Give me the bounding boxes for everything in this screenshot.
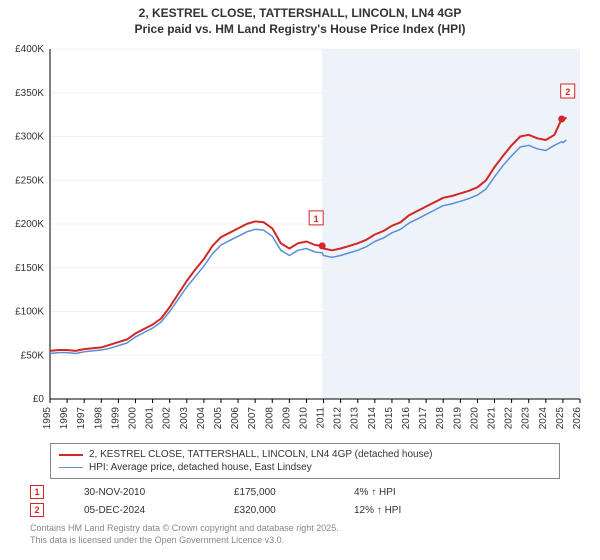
svg-text:2015: 2015: [384, 407, 395, 430]
svg-text:2006: 2006: [230, 407, 241, 430]
svg-text:2014: 2014: [367, 407, 378, 430]
chart-title: 2, KESTREL CLOSE, TATTERSHALL, LINCOLN, …: [0, 0, 600, 39]
transaction-price: £175,000: [234, 487, 314, 498]
legend: 2, KESTREL CLOSE, TATTERSHALL, LINCOLN, …: [50, 443, 560, 479]
svg-text:£250K: £250K: [15, 175, 44, 186]
svg-text:1997: 1997: [76, 407, 87, 430]
transaction-date: 30-NOV-2010: [84, 487, 194, 498]
svg-text:2026: 2026: [572, 407, 583, 430]
legend-row: 2, KESTREL CLOSE, TATTERSHALL, LINCOLN, …: [59, 448, 551, 461]
svg-text:2000: 2000: [127, 407, 138, 430]
line-chart: £0 £50K £100K £150K £200K £250K £300K £350K £400…: [0, 39, 600, 439]
svg-text:2025: 2025: [555, 407, 566, 430]
svg-text:£150K: £150K: [15, 263, 44, 274]
footer-line-1: Contains HM Land Registry data © Crown c…: [30, 523, 570, 535]
svg-text:2004: 2004: [196, 407, 207, 430]
svg-text:£200K: £200K: [15, 219, 44, 230]
svg-text:2017: 2017: [418, 407, 429, 430]
svg-text:2020: 2020: [469, 407, 480, 430]
svg-text:1998: 1998: [93, 407, 104, 430]
transaction-table: 1 30-NOV-2010 £175,000 4% ↑ HPI 2 05-DEC-2024…: [30, 483, 560, 519]
svg-text:2024: 2024: [538, 407, 549, 430]
svg-text:1999: 1999: [110, 407, 121, 430]
transaction-pct: 12% ↑ HPI: [354, 505, 401, 516]
transaction-date: 05-DEC-2024: [84, 505, 194, 516]
transaction-row: 1 30-NOV-2010 £175,000 4% ↑ HPI: [30, 483, 560, 501]
svg-text:£100K: £100K: [15, 307, 44, 318]
svg-text:2018: 2018: [435, 407, 446, 430]
svg-text:2008: 2008: [264, 407, 275, 430]
svg-text:£0: £0: [33, 394, 45, 405]
svg-text:2003: 2003: [179, 407, 190, 430]
svg-text:£400K: £400K: [15, 44, 44, 55]
svg-text:2012: 2012: [333, 407, 344, 430]
svg-text:1996: 1996: [59, 407, 70, 430]
title-line-1: 2, KESTREL CLOSE, TATTERSHALL, LINCOLN, …: [4, 6, 596, 22]
svg-text:2023: 2023: [521, 407, 532, 430]
svg-text:2021: 2021: [487, 407, 498, 430]
footer-text: Contains HM Land Registry data © Crown c…: [30, 523, 570, 546]
svg-text:2019: 2019: [452, 407, 463, 430]
transaction-marker: 1: [30, 485, 44, 499]
legend-row: HPI: Average price, detached house, East…: [59, 461, 551, 474]
svg-text:2005: 2005: [213, 407, 224, 430]
svg-text:2010: 2010: [298, 407, 309, 430]
legend-label: HPI: Average price, detached house, East…: [89, 462, 312, 473]
svg-text:1: 1: [314, 214, 319, 224]
transaction-marker: 2: [30, 503, 44, 517]
legend-swatch: [59, 454, 83, 456]
svg-text:2007: 2007: [247, 407, 258, 430]
svg-text:2009: 2009: [281, 407, 292, 430]
svg-text:2016: 2016: [401, 407, 412, 430]
svg-text:£300K: £300K: [15, 132, 44, 143]
transaction-row: 2 05-DEC-2024 £320,000 12% ↑ HPI: [30, 501, 560, 519]
svg-text:£50K: £50K: [21, 350, 45, 361]
transaction-price: £320,000: [234, 505, 314, 516]
legend-label: 2, KESTREL CLOSE, TATTERSHALL, LINCOLN, …: [89, 449, 432, 460]
chart-svg: £0 £50K £100K £150K £200K £250K £300K £350K £400…: [0, 39, 600, 439]
svg-text:2002: 2002: [162, 407, 173, 430]
svg-text:2001: 2001: [145, 407, 156, 430]
title-line-2: Price paid vs. HM Land Registry's House …: [4, 22, 596, 38]
legend-swatch: [59, 467, 83, 469]
svg-text:1995: 1995: [42, 407, 53, 430]
transaction-pct: 4% ↑ HPI: [354, 487, 396, 498]
svg-text:£350K: £350K: [15, 88, 44, 99]
svg-text:2: 2: [565, 87, 570, 97]
footer-line-2: This data is licensed under the Open Gov…: [30, 535, 570, 547]
svg-text:2011: 2011: [316, 407, 327, 429]
svg-text:2013: 2013: [350, 407, 361, 430]
svg-text:2022: 2022: [504, 407, 515, 430]
